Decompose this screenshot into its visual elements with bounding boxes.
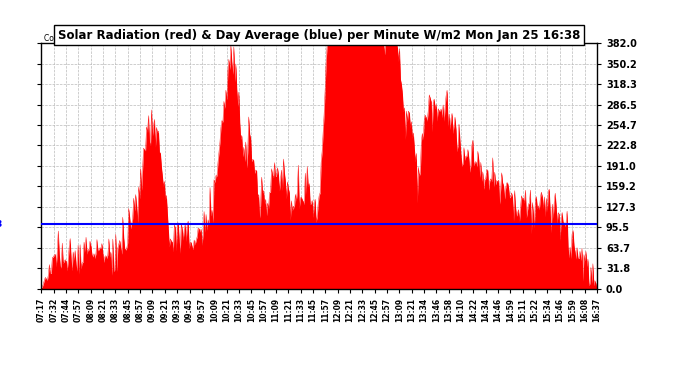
- Text: 100.23: 100.23: [0, 220, 3, 229]
- Title: Solar Radiation (red) & Day Average (blue) per Minute W/m2 Mon Jan 25 16:38: Solar Radiation (red) & Day Average (blu…: [58, 29, 580, 42]
- Text: Copyright 2010 Cartronics.com: Copyright 2010 Cartronics.com: [44, 34, 164, 43]
